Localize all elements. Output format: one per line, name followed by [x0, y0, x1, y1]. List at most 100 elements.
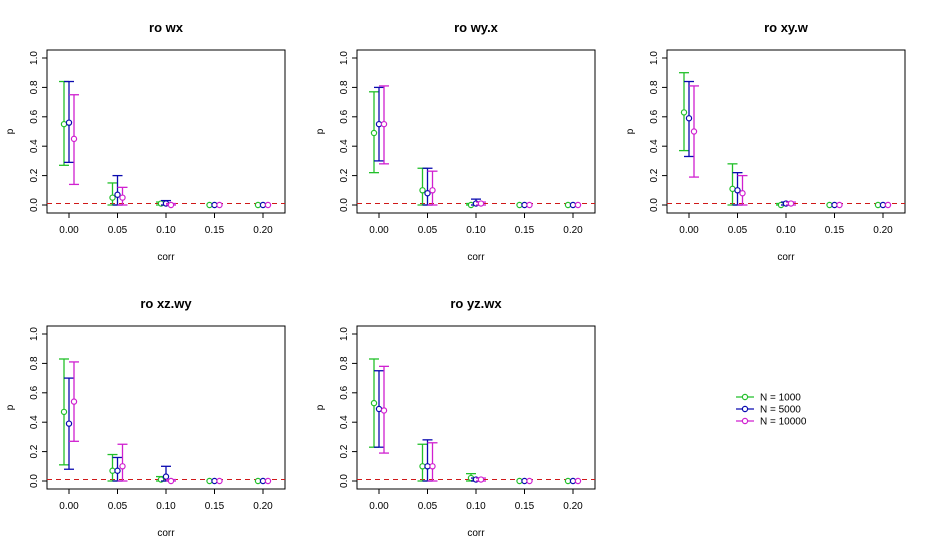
y-axis-label: p	[5, 128, 16, 134]
x-tick-label: 0.20	[253, 225, 273, 236]
y-tick-label: 0.2	[29, 444, 40, 458]
data-point	[371, 130, 376, 135]
x-tick-label: 0.10	[156, 225, 176, 236]
data-point	[66, 120, 71, 125]
x-tick-label: 0.05	[418, 225, 438, 236]
y-tick-label: 0.8	[339, 356, 350, 370]
y-tick-label: 0.8	[29, 80, 40, 94]
panel-title: ro xy.w	[764, 20, 809, 35]
y-tick-label: 0.4	[29, 415, 40, 429]
data-point	[430, 188, 435, 193]
series-n1000	[59, 359, 261, 484]
panel-ro-xz-wy: ro xz.wy 0.00 0.05 0.10 0.15 0.20 corr 0.0 0.2 0.…	[5, 296, 285, 539]
data-point	[527, 202, 532, 207]
x-tick-label: 0.00	[369, 501, 389, 512]
series-n10000	[689, 86, 891, 208]
plot-frame	[357, 326, 595, 489]
x-tick-label: 0.15	[515, 225, 535, 236]
data-point	[575, 478, 580, 483]
data-point	[217, 202, 222, 207]
x-axis-label: corr	[777, 252, 795, 263]
series-n1000	[369, 92, 571, 208]
series-n10000	[69, 95, 271, 208]
panel-ro-wx: ro wx 0.00 0.05 0.10 0.15 0.20 corr 0.0 0.2 0.4 0.…	[5, 20, 285, 263]
y-axis-label: p	[315, 128, 326, 134]
data-point	[168, 202, 173, 207]
data-point	[120, 464, 125, 469]
x-tick-label: 0.20	[563, 225, 583, 236]
series-n10000	[379, 86, 581, 208]
data-point	[168, 478, 173, 483]
x-tick-label: 0.15	[205, 225, 225, 236]
data-point	[115, 192, 120, 197]
x-tick-label: 0.00	[679, 225, 699, 236]
x-axis-label: corr	[467, 528, 485, 539]
x-axis-label: corr	[157, 252, 175, 263]
y-tick-label: 0.2	[649, 168, 660, 182]
y-tick-label: 1.0	[339, 51, 350, 65]
data-point	[425, 191, 430, 196]
x-tick-label: 0.10	[776, 225, 796, 236]
data-point	[478, 477, 483, 482]
panel-ro-yz-wx: ro yz.wx 0.00 0.05 0.10 0.15 0.20 corr 0.0 0.2 0.…	[315, 296, 595, 539]
y-tick-label: 1.0	[29, 327, 40, 341]
series-n1000	[369, 359, 571, 484]
x-axis-label: corr	[157, 528, 175, 539]
legend-marker	[742, 406, 747, 411]
data-point	[217, 478, 222, 483]
x-tick-label: 0.20	[563, 501, 583, 512]
panel-title: ro xz.wy	[140, 296, 192, 311]
y-tick-label: 0.6	[29, 385, 40, 399]
data-point	[575, 202, 580, 207]
x-tick-label: 0.00	[59, 501, 79, 512]
series-n5000	[684, 82, 886, 208]
data-point	[527, 478, 532, 483]
plot-frame	[357, 50, 595, 213]
panel-ro-xy-w: ro xy.w 0.00 0.05 0.10 0.15 0.20 corr 0.0 0.2 0.4…	[625, 20, 905, 263]
y-tick-label: 0.0	[339, 198, 350, 212]
x-tick-label: 0.10	[466, 501, 486, 512]
data-point	[420, 188, 425, 193]
series-n5000	[374, 371, 576, 484]
data-point	[478, 201, 483, 206]
x-tick-label: 0.15	[515, 501, 535, 512]
x-tick-label: 0.05	[728, 225, 748, 236]
data-point	[371, 400, 376, 405]
legend-marker	[742, 418, 747, 423]
data-point	[381, 408, 386, 413]
series-n5000	[64, 378, 266, 484]
legend-label: N = 5000	[760, 405, 801, 416]
data-point	[265, 478, 270, 483]
data-point	[71, 136, 76, 141]
data-point	[681, 110, 686, 115]
y-tick-label: 0.6	[649, 109, 660, 123]
series-n10000	[69, 362, 271, 484]
y-tick-label: 0.8	[649, 80, 660, 94]
y-tick-label: 1.0	[649, 51, 660, 65]
x-axis-label: corr	[467, 252, 485, 263]
y-tick-label: 0.2	[339, 444, 350, 458]
plot-frame	[47, 50, 285, 213]
x-tick-label: 0.15	[825, 225, 845, 236]
y-tick-label: 0.4	[339, 139, 350, 153]
panel-title: ro wx	[149, 20, 184, 35]
x-tick-label: 0.15	[205, 501, 225, 512]
data-point	[381, 122, 386, 127]
y-tick-label: 0.6	[339, 385, 350, 399]
data-point	[430, 464, 435, 469]
series-n10000	[379, 366, 581, 483]
y-axis-label: p	[625, 128, 636, 134]
data-point	[735, 188, 740, 193]
data-point	[686, 116, 691, 121]
legend-marker	[742, 394, 747, 399]
x-tick-label: 0.05	[108, 225, 128, 236]
legend-label: N = 1000	[760, 393, 801, 404]
data-point	[71, 399, 76, 404]
y-tick-label: 0.8	[339, 80, 350, 94]
y-tick-label: 0.0	[339, 474, 350, 488]
data-point	[61, 409, 66, 414]
x-tick-label: 0.05	[108, 501, 128, 512]
y-tick-label: 1.0	[29, 51, 40, 65]
x-tick-label: 0.10	[466, 225, 486, 236]
x-tick-label: 0.10	[156, 501, 176, 512]
